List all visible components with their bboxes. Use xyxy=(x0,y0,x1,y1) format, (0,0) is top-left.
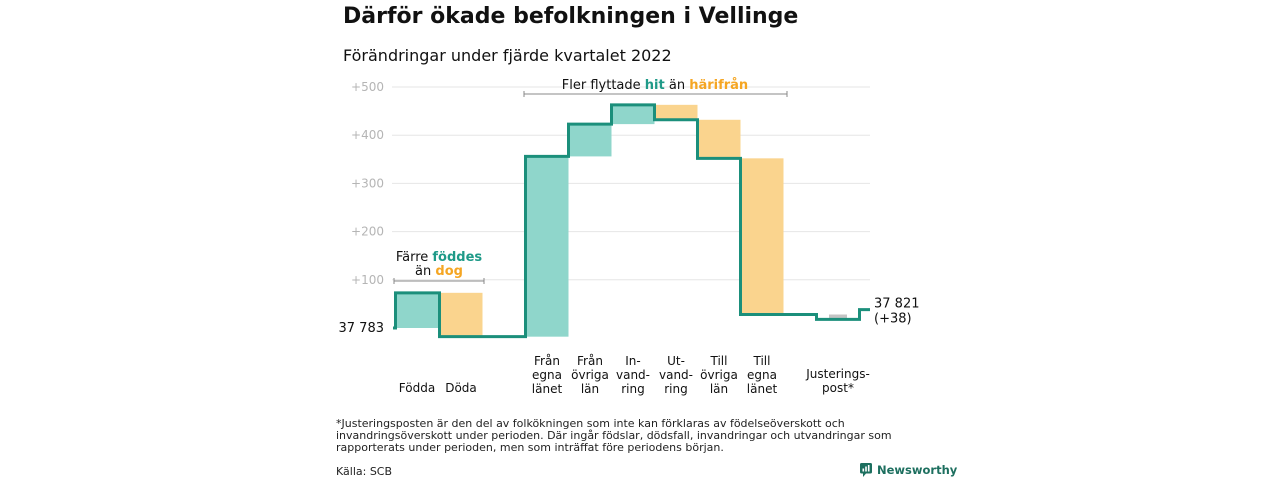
category-label: post* xyxy=(822,381,854,395)
category-label: Från xyxy=(577,354,603,368)
category-label: In- xyxy=(625,354,640,368)
births-annotation: Färre föddes xyxy=(396,250,483,265)
newsworthy-icon xyxy=(860,463,872,477)
brand-name: Newsworthy xyxy=(877,463,958,477)
bar xyxy=(654,104,698,120)
category-label: Döda xyxy=(445,381,477,395)
bar xyxy=(568,124,612,157)
category-label: vand- xyxy=(659,368,693,382)
category-label: egna xyxy=(747,368,777,382)
start-value-label: 37 783 xyxy=(339,321,385,336)
moves-annotation-in: hit xyxy=(645,78,665,93)
category-label: övriga xyxy=(571,368,609,382)
y-tick-label: +400 xyxy=(351,128,384,142)
category-label: län xyxy=(710,382,728,396)
y-tick-label: +100 xyxy=(351,273,384,287)
category-label: Födda xyxy=(399,381,435,395)
category-label: Justerings- xyxy=(805,367,870,381)
end-value-label: 37 821 xyxy=(874,297,920,312)
category-label: ring xyxy=(621,382,645,396)
chart-title: Därför ökade befolkningen i Vellinge xyxy=(343,4,799,29)
bar xyxy=(525,156,569,337)
category-label: länet xyxy=(532,382,563,396)
moves-annotation-mid: än xyxy=(665,78,689,93)
category-label: vand- xyxy=(616,368,650,382)
running-total xyxy=(393,103,870,339)
moves-annotation-text: Fler flyttade xyxy=(562,78,645,93)
bar xyxy=(395,292,439,328)
category-label: Till xyxy=(710,354,728,368)
footnote: *Justeringsposten är den del av folkökni… xyxy=(336,417,892,454)
deaths-annotation-text: än xyxy=(415,264,435,279)
source-note: Källa: SCB xyxy=(336,465,393,478)
running-total-line xyxy=(393,103,870,339)
bar xyxy=(611,104,655,125)
category-label: ring xyxy=(664,382,688,396)
category-label: egna xyxy=(532,368,562,382)
gridlines xyxy=(392,86,870,281)
bar xyxy=(740,158,784,315)
y-tick-label: +500 xyxy=(351,80,384,94)
category-label: länet xyxy=(747,382,778,396)
births-annotation-text: Färre xyxy=(396,250,433,265)
brand-logo: Newsworthy xyxy=(860,463,957,477)
category-label: län xyxy=(581,382,599,396)
chart-subtitle: Förändringar under fjärde kvartalet 2022 xyxy=(343,46,672,65)
category-label: övriga xyxy=(700,368,738,382)
category-label: Från xyxy=(534,354,560,368)
bar xyxy=(697,119,741,159)
moves-annotation-out: härifrån xyxy=(689,78,748,93)
deaths-annotation-highlight: dog xyxy=(435,264,463,279)
category-label: Till xyxy=(753,354,771,368)
y-tick-label: +200 xyxy=(351,225,384,239)
bar xyxy=(439,292,483,337)
category-label: Ut- xyxy=(667,354,685,368)
bar xyxy=(829,314,847,320)
moves-annotation: Fler flyttade hit än härifrån xyxy=(562,78,748,93)
bars xyxy=(395,104,847,337)
y-tick-label: +300 xyxy=(351,176,384,190)
end-change-label: (+38) xyxy=(874,312,912,327)
births-annotation-highlight: föddes xyxy=(432,250,482,265)
deaths-annotation: än dog xyxy=(415,264,463,279)
